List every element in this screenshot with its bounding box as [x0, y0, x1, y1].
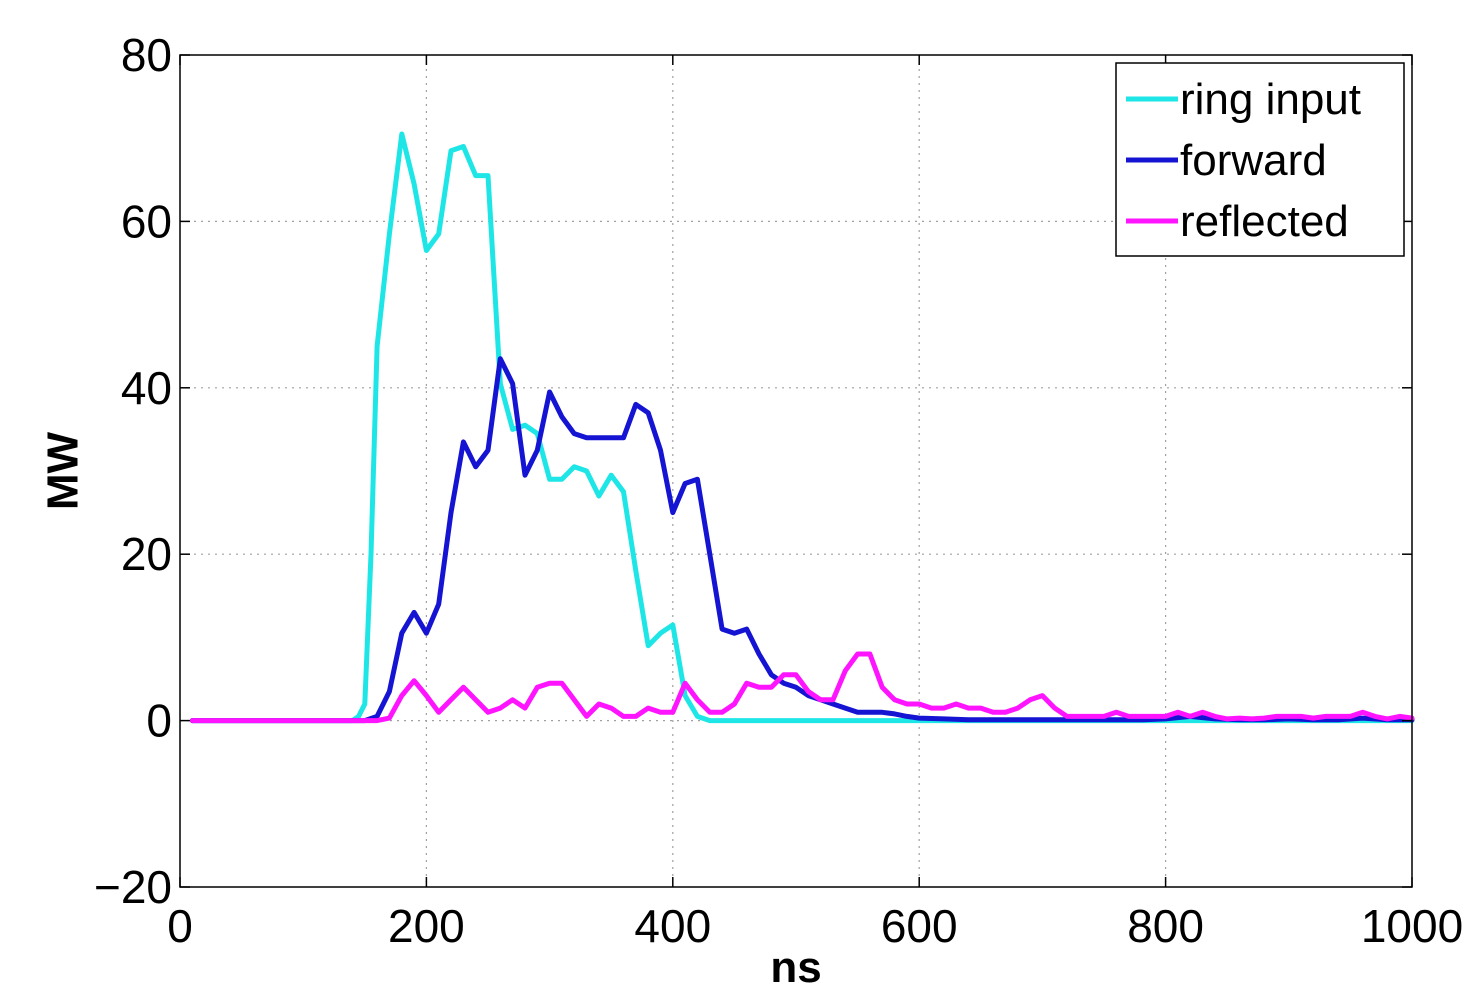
legend-label: forward	[1180, 136, 1327, 185]
y-tick-label: 80	[121, 29, 172, 81]
series-line-forward	[189, 356, 1415, 724]
legend-label: reflected	[1180, 197, 1349, 246]
x-tick-label: 400	[634, 900, 711, 952]
x-tick-label: 1000	[1361, 900, 1463, 952]
series-line-reflected	[189, 651, 1415, 724]
x-tick-label: 600	[881, 900, 958, 952]
y-tick-label: 20	[121, 528, 172, 580]
x-tick-label: 800	[1127, 900, 1204, 952]
series-line-ring-input	[189, 131, 1415, 724]
y-tick-label: 60	[121, 195, 172, 247]
legend-label: ring input	[1180, 75, 1361, 124]
x-tick-label: 200	[388, 900, 465, 952]
y-tick-label: 0	[146, 695, 172, 747]
y-axis-title: MW	[38, 431, 87, 510]
y-tick-label: 40	[121, 362, 172, 414]
x-tick-label: 0	[167, 900, 193, 952]
x-axis-title: ns	[770, 943, 821, 989]
y-tick-label: −20	[94, 861, 172, 913]
plot-frame	[179, 54, 1413, 888]
legend: ring input forward reflected	[1115, 62, 1405, 257]
series-lines	[189, 131, 1415, 724]
axes	[179, 54, 1413, 888]
